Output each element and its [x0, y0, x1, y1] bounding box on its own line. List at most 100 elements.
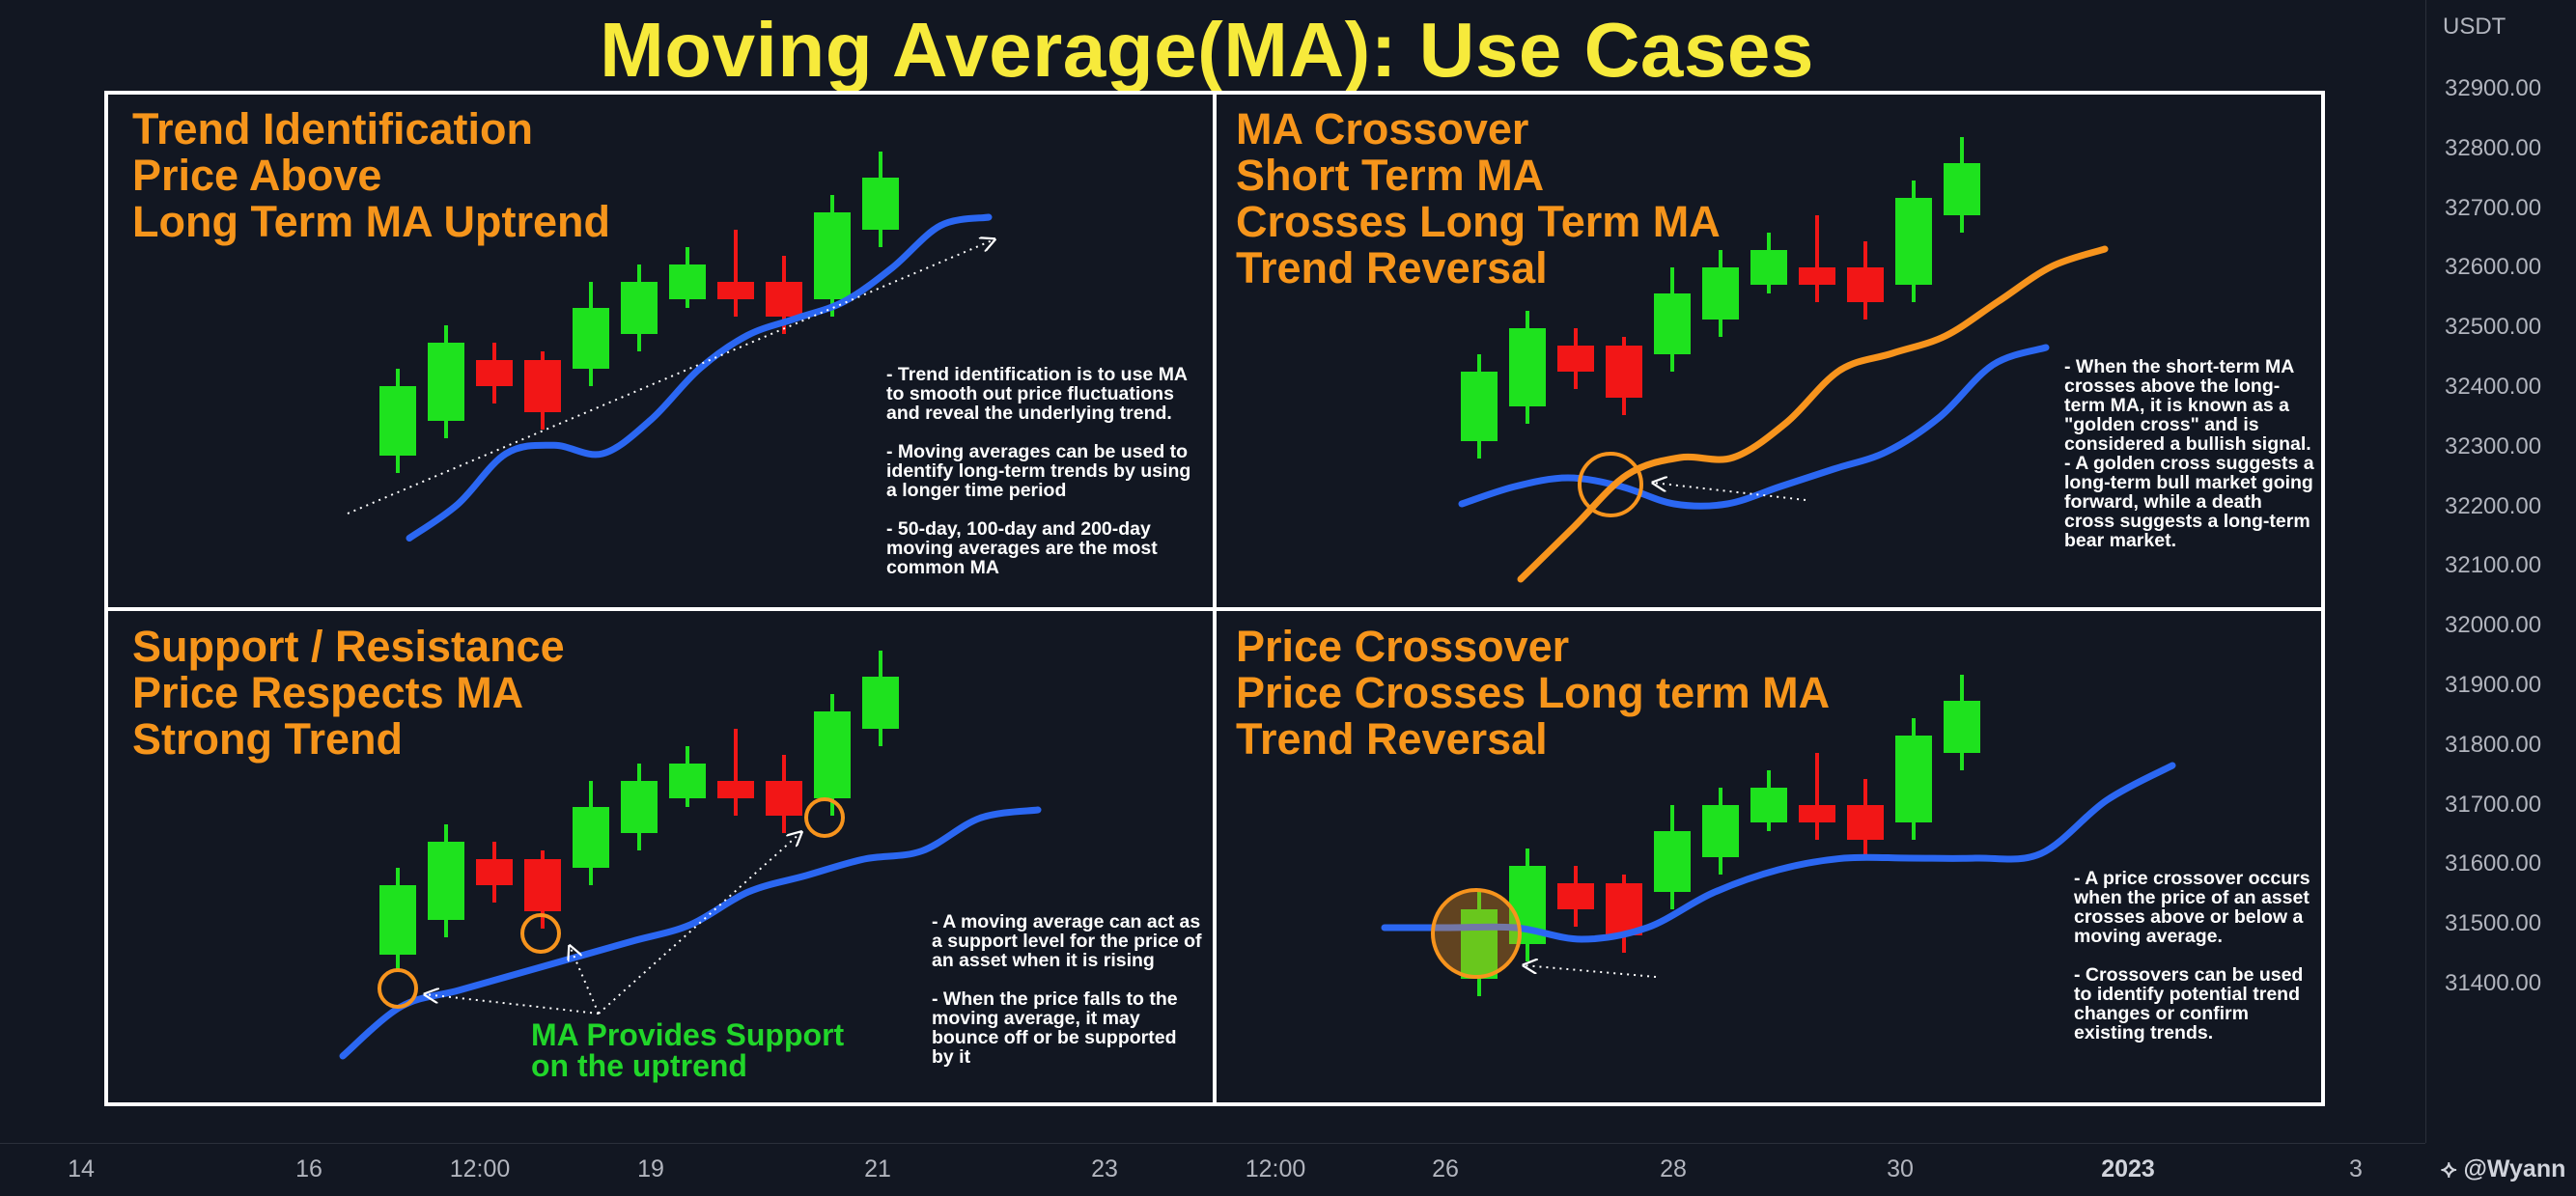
trend-heading-line-2: Price Above [132, 151, 382, 200]
candle-body [814, 212, 851, 299]
price-tick-label: 31500.00 [2445, 910, 2542, 937]
crossover-heading-line-3: Crosses Long Term MA [1236, 197, 1721, 246]
candle-body [524, 859, 561, 911]
support-heading: Support / Resistance Price Respects MA S… [132, 624, 565, 763]
price-tick-label: 32200.00 [2445, 492, 2542, 519]
candle-body [1895, 198, 1932, 285]
candle-body [621, 282, 658, 334]
support-callout-line-1: MA Provides Support [531, 1017, 845, 1052]
price-heading-line-2: Price Crosses Long term MA [1236, 668, 1831, 717]
ma-line-support [339, 806, 1042, 1060]
price-tick-label: 31900.00 [2445, 672, 2542, 698]
price-cross-highlight [1431, 888, 1522, 979]
time-tick-label: 3 [2349, 1155, 2363, 1182]
candle-body [1461, 909, 1498, 979]
time-tick-label: 28 [1660, 1155, 1687, 1182]
support-heading-line-2: Price Respects MA [132, 668, 524, 717]
candle-body [379, 885, 416, 955]
support-note-1: - A moving average can act as a support … [932, 911, 1202, 971]
crossover-heading-line-4: Trend Reversal [1236, 243, 1548, 292]
brand-name: @Wyann [2463, 1155, 2566, 1182]
candle-body [1799, 805, 1835, 822]
brand-watermark: ⟡ @Wyann [2441, 1155, 2565, 1183]
crossover-notes: - When the short-term MA crosses above t… [2064, 357, 2317, 570]
candle-body [1654, 293, 1691, 354]
panel-divider-horizontal [106, 607, 2325, 611]
price-tick-label: 32400.00 [2445, 374, 2542, 400]
support-bounce-highlight [378, 968, 418, 1009]
candle-body [1702, 267, 1739, 320]
trend-heading-line-1: Trend Identification [132, 104, 534, 153]
support-arrow-2 [570, 946, 600, 1015]
candle-body [573, 308, 609, 369]
support-note-2: - When the price falls to the moving ave… [932, 988, 1178, 1068]
candle-body [524, 360, 561, 412]
price-tick-label: 32000.00 [2445, 612, 2542, 639]
support-arrow-3 [598, 832, 801, 1015]
time-tick-label: 12:00 [1245, 1155, 1306, 1182]
candle-body [476, 360, 513, 386]
currency-label: USDT [2443, 14, 2506, 40]
candle-body [1750, 788, 1787, 822]
price-tick-label: 32100.00 [2445, 552, 2542, 579]
price-tick-label: 32600.00 [2445, 254, 2542, 281]
candle-body [1606, 346, 1642, 398]
candle-body [1895, 736, 1932, 822]
price-note-2: - Crossovers can be used to identify pot… [2074, 964, 2304, 1043]
price-tick-label: 31400.00 [2445, 970, 2542, 996]
price-tick-label: 32700.00 [2445, 194, 2542, 221]
support-heading-line-1: Support / Resistance [132, 622, 565, 671]
candle-body [1557, 346, 1594, 372]
time-tick-label: 30 [1887, 1155, 1914, 1182]
price-heading: Price Crossover Price Crosses Long term … [1236, 624, 1830, 763]
trend-note-1: - Trend identification is to use MA to s… [886, 364, 1188, 424]
time-tick-label: 12:00 [449, 1155, 511, 1182]
candle-body [669, 764, 706, 798]
price-tick-label: 32900.00 [2445, 75, 2542, 101]
price-tick-label: 32500.00 [2445, 314, 2542, 341]
candle-body [766, 282, 802, 317]
candle-body [766, 781, 802, 816]
price-tick-label: 31600.00 [2445, 850, 2542, 877]
price-dotted-arrow [1524, 965, 1657, 978]
time-axis[interactable] [0, 1143, 2425, 1196]
candle-body [428, 343, 464, 421]
tradingview-logo-icon: ⟡ [2441, 1155, 2457, 1182]
crossover-note-2: - A golden cross suggests a long-term bu… [2064, 453, 2314, 551]
panel-divider-vertical [1213, 92, 1217, 1105]
chart-canvas [339, 137, 2176, 1060]
price-tick-label: 31800.00 [2445, 731, 2542, 758]
price-axis[interactable] [2425, 0, 2576, 1143]
time-tick-label: 21 [864, 1155, 891, 1182]
price-tick-label: 32300.00 [2445, 432, 2542, 459]
candle-body [1799, 267, 1835, 285]
ma-line-trend [406, 213, 993, 542]
crossover-heading-line-2: Short Term MA [1236, 151, 1545, 200]
page-title: Moving Average(MA): Use Cases [600, 7, 1814, 93]
support-arrow-1 [425, 994, 600, 1015]
candle-body [717, 282, 754, 299]
candle-body [1606, 883, 1642, 935]
candle-body [862, 178, 899, 230]
price-note-1: - A price crossover occurs when the pric… [2074, 868, 2310, 947]
ma-line-price [1381, 762, 2176, 943]
candle-body [621, 781, 658, 833]
support-heading-line-3: Strong Trend [132, 714, 403, 764]
crossover-heading: MA Crossover Short Term MA Crosses Long … [1236, 106, 1721, 292]
ma-line-crossover-short [1517, 245, 2109, 583]
trend-note-3: - 50-day, 100-day and 200-day moving ave… [886, 518, 1158, 578]
candle-body [573, 807, 609, 868]
candle-body [669, 264, 706, 299]
time-tick-label: 19 [637, 1155, 664, 1182]
candle-body [1847, 267, 1884, 302]
time-tick-label: 26 [1432, 1155, 1459, 1182]
candle-body [1750, 250, 1787, 285]
trend-heading: Trend Identification Price Above Long Te… [132, 106, 610, 245]
candle-body [814, 711, 851, 798]
trend-heading-line-3: Long Term MA Uptrend [132, 197, 610, 246]
candle-body [862, 677, 899, 729]
time-tick-label: 23 [1091, 1155, 1118, 1182]
candle-body [1944, 163, 1980, 215]
support-bounce-highlight [520, 913, 561, 954]
candle-body [1509, 328, 1546, 406]
